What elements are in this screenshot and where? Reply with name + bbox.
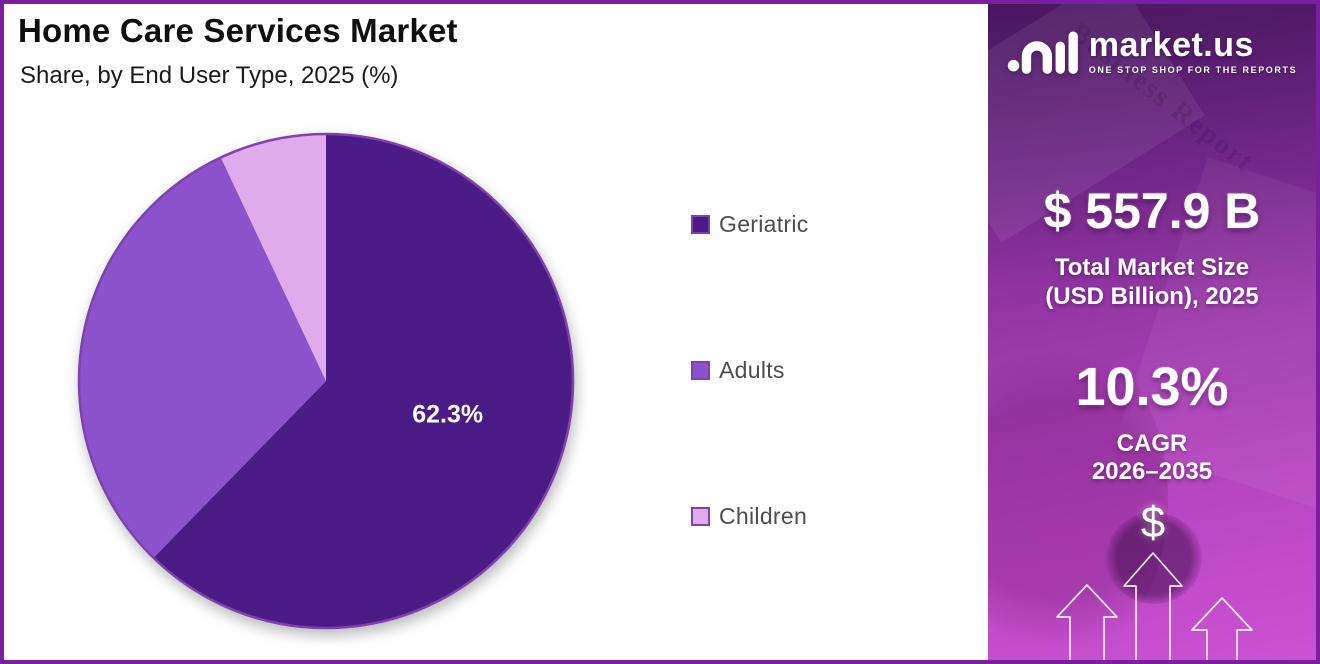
legend-item-adults: Adults (691, 357, 785, 384)
brand-tagline: ONE STOP SHOP FOR THE REPORTS (1088, 65, 1298, 75)
dollar-icon: $ (1140, 498, 1166, 547)
marketus-logo-icon (1007, 31, 1078, 74)
brand-logo: market.us ONE STOP SHOP FOR THE REPORTS (988, 28, 1316, 75)
brand-sidebar: Business Report market.us ONE STOP SHOP … (988, 4, 1316, 660)
legend-label: Children (719, 503, 808, 529)
brand-text-block: market.us ONE STOP SHOP FOR THE REPORTS (1089, 28, 1297, 75)
legend-swatch (691, 507, 710, 526)
pie-chart: 62.3% (77, 132, 575, 630)
legend-label: Adults (719, 357, 785, 383)
chart-area: Home Care Services Market Share, by End … (4, 4, 988, 660)
page-title: Home Care Services Market (18, 12, 458, 49)
market-size-value: $ 557.9 B (1043, 183, 1261, 239)
growth-arrows-icon (1056, 552, 1253, 660)
cagr-label-line1: CAGR (1116, 430, 1188, 457)
cagr-label-line2: 2026–2035 (1091, 458, 1213, 485)
market-size-label-line2: (USD Billion), 2025 (1045, 283, 1259, 310)
pie-slice-children (220, 133, 326, 381)
legend-swatch (691, 215, 710, 234)
page-subtitle: Share, by End User Type, 2025 (%) (20, 62, 399, 89)
market-size-label-line1: Total Market Size (1054, 254, 1250, 281)
pie-data-label: 62.3% (412, 401, 483, 429)
legend-item-geriatric: Geriatric (691, 211, 809, 238)
cagr-value: 10.3% (1075, 357, 1229, 417)
pie-outline (77, 132, 575, 630)
legend-swatch (691, 361, 710, 380)
brand-name: market.us (1088, 26, 1254, 64)
pie-slice-geriatric (152, 133, 574, 629)
legend-label: Geriatric (719, 211, 809, 237)
legend-item-children: Children (691, 503, 807, 530)
chart-legend: Geriatric Adults Children (691, 211, 931, 551)
pie-slice-adults (77, 156, 327, 559)
